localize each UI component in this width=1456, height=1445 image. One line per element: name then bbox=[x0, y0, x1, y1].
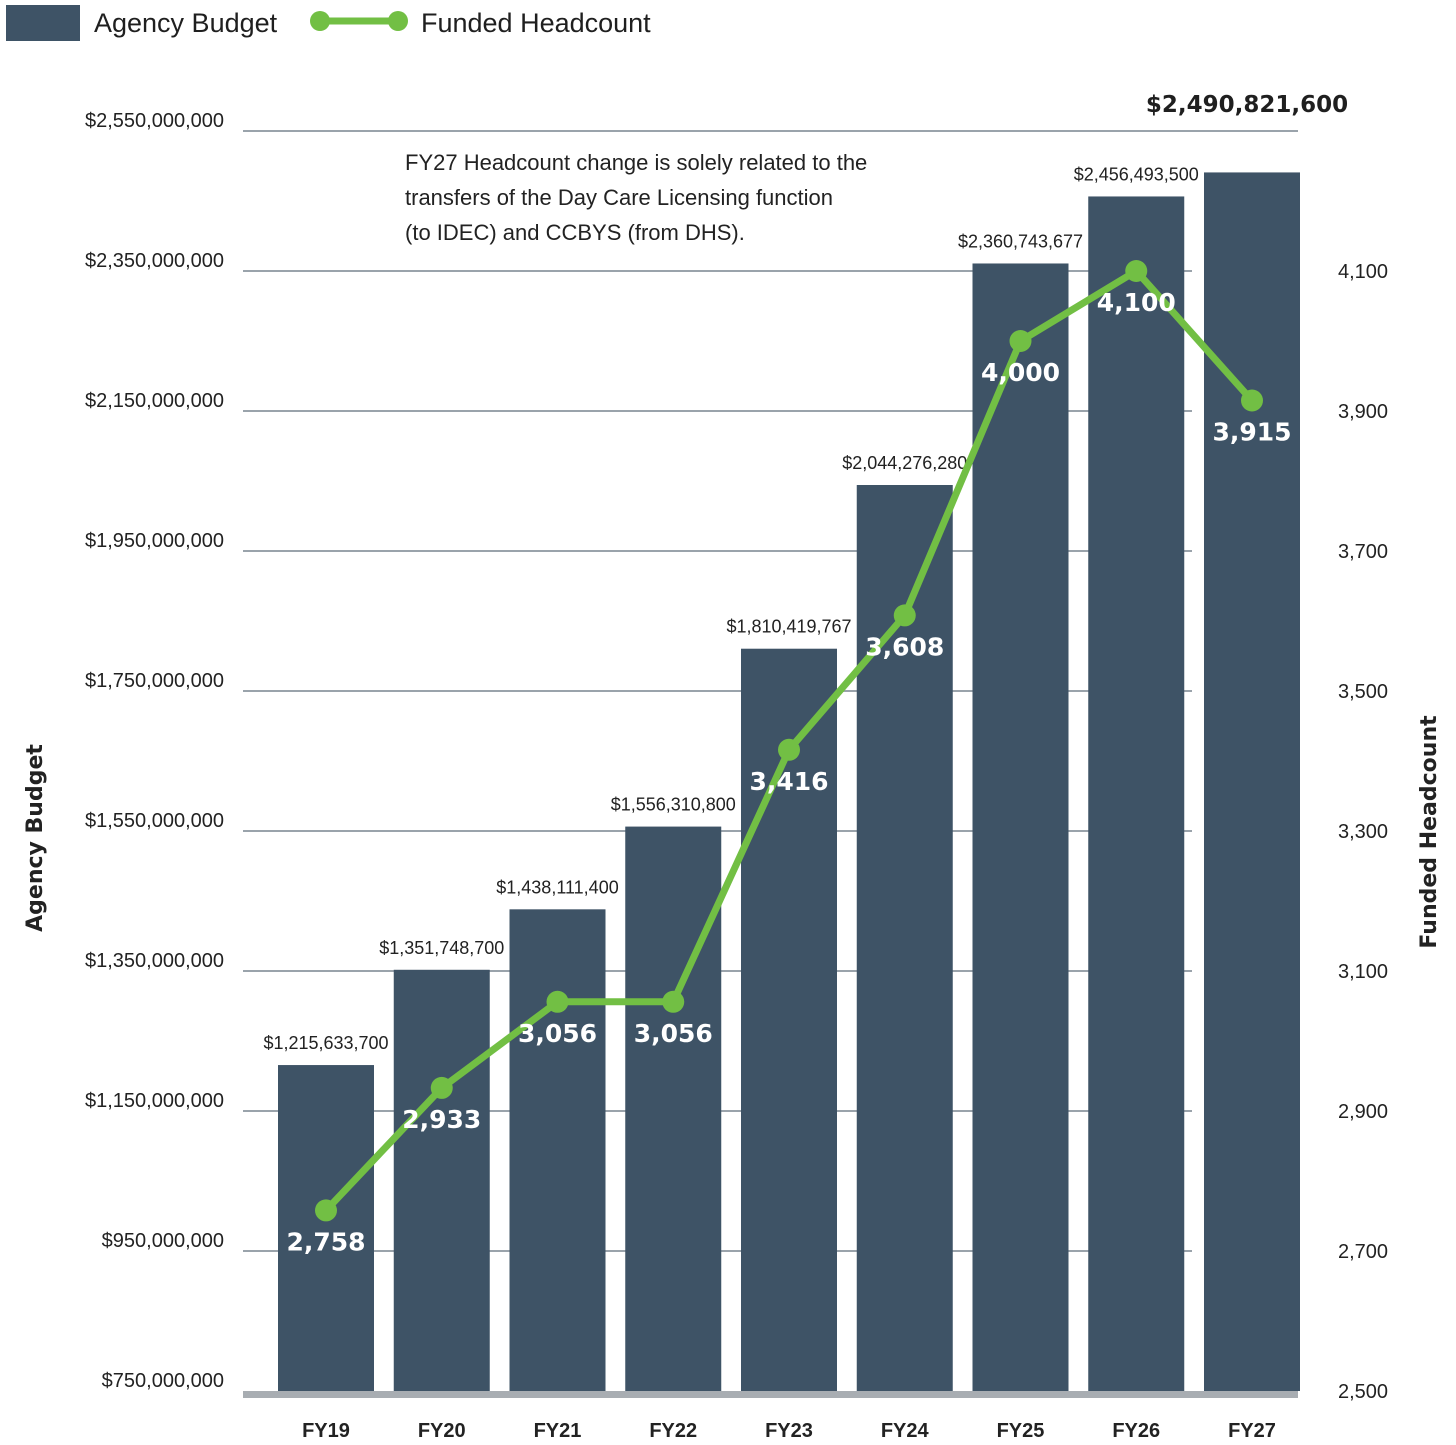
left-tick-label: $2,350,000,000 bbox=[85, 250, 224, 272]
y-axis-title-right: Funded Headcount bbox=[1417, 715, 1442, 949]
bar-value-label: $1,556,310,800 bbox=[611, 795, 736, 815]
x-tick-label: FY23 bbox=[765, 1420, 813, 1442]
bar-value-label: $2,490,821,600 bbox=[1146, 92, 1348, 118]
headcount-value-label: 3,056 bbox=[634, 1019, 713, 1048]
bar-fy26 bbox=[1088, 196, 1185, 1391]
headcount-point bbox=[893, 604, 916, 627]
bar-value-label: $1,810,419,767 bbox=[726, 617, 851, 637]
left-tick-label: $750,000,000 bbox=[102, 1370, 224, 1392]
left-tick-label: $1,550,000,000 bbox=[85, 810, 224, 832]
x-tick-label: FY26 bbox=[1112, 1420, 1160, 1442]
left-tick-label: $2,550,000,000 bbox=[85, 110, 224, 132]
bar-fy24 bbox=[856, 485, 953, 1391]
left-tick-label: $1,150,000,000 bbox=[85, 1090, 224, 1112]
annotation-note: FY27 Headcount change is solely related … bbox=[405, 150, 867, 245]
left-tick-label: $2,150,000,000 bbox=[85, 390, 224, 412]
x-tick-label: FY19 bbox=[302, 1420, 350, 1442]
bars bbox=[278, 172, 1300, 1391]
left-axis-ticks: $750,000,000 $950,000,000 $1,150,000,000 $1… bbox=[85, 110, 224, 1392]
x-tick-label: FY24 bbox=[881, 1420, 930, 1442]
right-tick-label: 3,500 bbox=[1338, 681, 1388, 703]
headcount-value-labels: 2,758 2,933 3,056 3,056 3,416 3,608 4,000 4,100… bbox=[286, 288, 1291, 1256]
bar-value-label: $2,456,493,500 bbox=[1074, 164, 1199, 184]
left-tick-label: $950,000,000 bbox=[102, 1230, 224, 1252]
y-axis-title-left: Agency Budget bbox=[23, 744, 48, 932]
headcount-point bbox=[662, 990, 685, 1013]
headcount-value-label: 2,758 bbox=[286, 1227, 365, 1256]
x-axis-ticks: FY19 FY20 FY21 FY22 FY23 FY24 FY25 FY26 FY27 bbox=[302, 1420, 1276, 1442]
right-tick-label: 2,700 bbox=[1338, 1241, 1388, 1263]
bar-value-label: $1,438,111,400 bbox=[496, 877, 618, 897]
headcount-point bbox=[1009, 330, 1032, 352]
bar-fy19 bbox=[278, 1065, 374, 1391]
left-tick-label: $1,350,000,000 bbox=[85, 950, 224, 972]
x-tick-label: FY27 bbox=[1228, 1420, 1276, 1442]
bar-value-labels: $1,215,633,700 $1,351,748,700 $1,438,111,4… bbox=[263, 92, 1348, 1053]
annotation-line-1: FY27 Headcount change is solely related … bbox=[405, 150, 867, 175]
right-tick-label: 2,500 bbox=[1338, 1381, 1388, 1403]
headcount-line bbox=[315, 260, 1263, 1222]
legend-label-agency-budget: Agency Budget bbox=[94, 8, 278, 38]
right-tick-label: 3,900 bbox=[1338, 401, 1388, 423]
headcount-value-label: 3,608 bbox=[865, 632, 944, 661]
bar-fy27 bbox=[1204, 172, 1300, 1391]
legend-swatch-agency-budget bbox=[6, 5, 80, 41]
headcount-value-label: 3,915 bbox=[1212, 418, 1291, 447]
bar-fy20 bbox=[393, 969, 490, 1391]
headcount-point bbox=[1241, 389, 1263, 412]
baseline bbox=[243, 1391, 1298, 1398]
headcount-point bbox=[778, 738, 800, 761]
x-tick-label: FY20 bbox=[418, 1420, 466, 1442]
annotation-line-2: transfers of the Day Care Licensing func… bbox=[405, 185, 833, 210]
bar-fy21 bbox=[509, 909, 606, 1391]
legend-label-funded-headcount: Funded Headcount bbox=[421, 8, 651, 38]
right-axis-ticks: 2,500 2,700 2,900 3,100 3,300 3,500 3,700 3,900… bbox=[1338, 261, 1388, 1403]
legend-marker-icon bbox=[310, 11, 330, 31]
bar-fy22 bbox=[625, 826, 722, 1391]
headcount-value-label: 3,056 bbox=[518, 1019, 597, 1048]
right-tick-label: 3,700 bbox=[1338, 541, 1388, 563]
x-tick-label: FY21 bbox=[534, 1420, 582, 1442]
x-tick-label: FY22 bbox=[649, 1420, 697, 1442]
headcount-value-label: 3,416 bbox=[749, 767, 828, 796]
legend: Agency Budget Funded Headcount bbox=[6, 5, 651, 41]
legend-marker-icon bbox=[388, 11, 408, 31]
bar-value-label: $1,215,633,700 bbox=[263, 1033, 388, 1053]
headcount-value-label: 4,000 bbox=[981, 358, 1060, 387]
right-tick-label: 4,100 bbox=[1338, 261, 1388, 283]
bar-fy25 bbox=[972, 263, 1069, 1391]
headcount-value-label: 2,933 bbox=[402, 1105, 481, 1134]
left-tick-label: $1,950,000,000 bbox=[85, 530, 224, 552]
bar-value-label: $1,351,748,700 bbox=[379, 938, 504, 958]
x-axis-baseline bbox=[243, 1391, 1298, 1398]
right-tick-label: 2,900 bbox=[1338, 1101, 1388, 1123]
right-tick-label: 3,300 bbox=[1338, 821, 1388, 843]
headcount-point bbox=[546, 990, 569, 1013]
bar-fy23 bbox=[741, 648, 837, 1391]
headcount-point bbox=[430, 1076, 453, 1099]
bar-value-label: $2,044,276,280 bbox=[842, 453, 967, 473]
headcount-point bbox=[1125, 260, 1148, 282]
bar-value-label: $2,360,743,677 bbox=[958, 231, 1083, 251]
headcount-value-label: 4,100 bbox=[1097, 288, 1176, 317]
headcount-point bbox=[315, 1199, 337, 1222]
right-tick-label: 3,100 bbox=[1338, 961, 1388, 983]
annotation-line-3: (to IDEC) and CCBYS (from DHS). bbox=[405, 220, 745, 245]
left-tick-label: $1,750,000,000 bbox=[85, 670, 224, 692]
x-tick-label: FY25 bbox=[997, 1420, 1045, 1442]
